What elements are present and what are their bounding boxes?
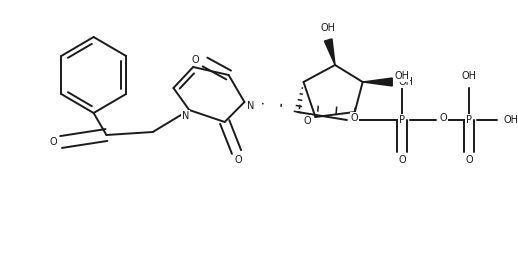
Text: N: N: [182, 111, 189, 121]
Polygon shape: [324, 39, 335, 65]
Text: OH: OH: [503, 115, 518, 125]
Text: OH: OH: [321, 23, 336, 33]
Text: OH: OH: [395, 71, 410, 81]
Text: O: O: [304, 116, 311, 126]
Text: O: O: [49, 137, 57, 147]
Text: O: O: [465, 155, 473, 165]
Polygon shape: [363, 78, 392, 86]
Text: O: O: [191, 55, 199, 65]
Text: O: O: [235, 155, 242, 165]
Text: N: N: [247, 101, 254, 111]
Text: O: O: [440, 113, 448, 123]
Text: OH: OH: [462, 71, 477, 81]
Text: O: O: [351, 113, 358, 123]
Text: O: O: [398, 155, 406, 165]
Text: OH: OH: [398, 77, 413, 87]
Text: P: P: [399, 115, 405, 125]
Text: P: P: [466, 115, 472, 125]
